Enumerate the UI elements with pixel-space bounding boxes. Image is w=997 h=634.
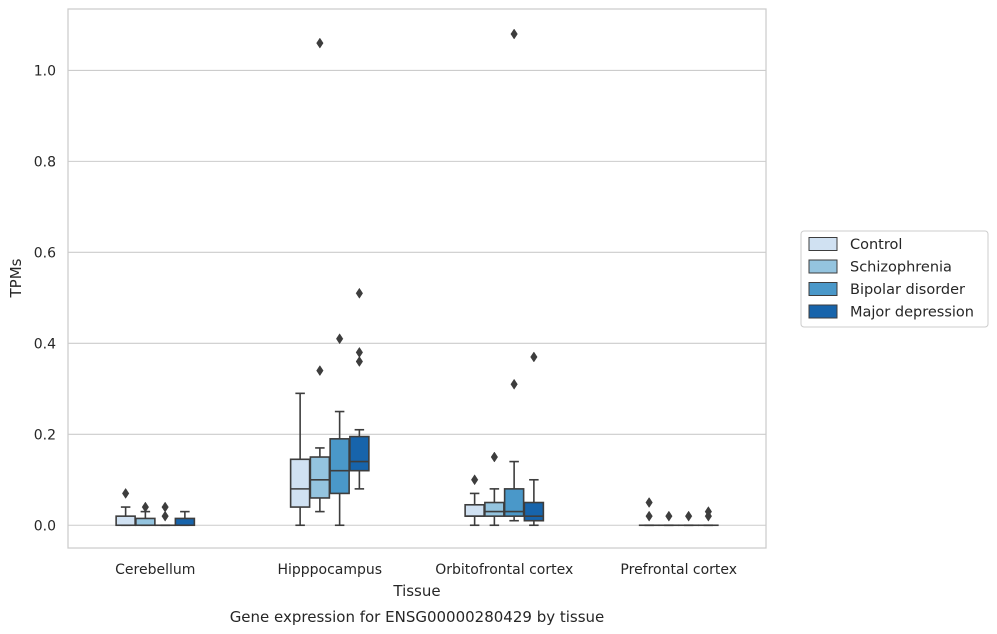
y-tick-labels: 0.0 0.2 0.4 0.6 0.8 1.0 — [34, 63, 56, 534]
y-tick-label: 0.2 — [34, 427, 56, 443]
box — [678, 510, 699, 527]
box — [115, 487, 136, 527]
series-major-depression — [174, 287, 719, 527]
legend-swatch — [808, 304, 838, 319]
outlier-point — [161, 501, 169, 513]
box — [638, 497, 660, 527]
series-control — [115, 392, 660, 527]
y-tick-label: 0.4 — [34, 336, 56, 352]
box — [135, 501, 156, 527]
legend-swatch — [808, 259, 838, 274]
series-schizophrenia — [135, 37, 680, 527]
box-body — [349, 435, 370, 472]
box — [698, 506, 719, 527]
outlier-point — [510, 28, 518, 40]
x-tick-labels: Cerebellum Hipppocampus Orbitofrontal cort… — [115, 562, 737, 578]
box — [484, 451, 505, 527]
outlier-point — [471, 474, 479, 486]
y-axis-label: TPMs — [7, 258, 25, 298]
gridlines — [68, 69, 766, 526]
y-tick-label: 0.0 — [34, 518, 56, 534]
box — [309, 37, 331, 513]
y-tick-label: 0.8 — [34, 154, 56, 170]
chart-caption: Gene expression for ENSG00000280429 by t… — [230, 608, 605, 626]
legend-swatch — [808, 237, 838, 251]
outlier-point — [704, 506, 712, 518]
outlier-point — [316, 365, 324, 377]
legend-frame — [800, 230, 989, 328]
outlier-point — [355, 287, 363, 299]
box-body — [135, 517, 156, 527]
box-body — [289, 458, 311, 508]
box-body — [329, 438, 350, 495]
box — [329, 333, 350, 527]
outlier-point — [510, 378, 518, 390]
outlier-point — [355, 356, 363, 367]
outlier-point — [161, 510, 169, 522]
box — [289, 392, 311, 527]
y-tick-label: 0.6 — [34, 245, 56, 261]
legend-label: Schizophrenia — [850, 260, 952, 276]
box — [523, 351, 545, 527]
box-body — [309, 456, 331, 499]
legend-label: Bipolar disorder — [850, 282, 965, 298]
box-body — [115, 515, 136, 527]
box-series — [115, 28, 719, 527]
series-bipolar-disorder — [154, 28, 699, 527]
box-body — [174, 517, 196, 527]
x-axis-label: Tissue — [392, 582, 440, 600]
box — [658, 510, 680, 527]
box — [154, 501, 176, 527]
box-body — [484, 501, 505, 517]
outlier-point — [141, 501, 149, 513]
outlier-point — [490, 451, 498, 463]
x-tick-label: Orbitofrontal cortex — [435, 562, 573, 578]
legend-label: Major depression — [850, 305, 974, 321]
outlier-point — [316, 37, 324, 49]
y-tick-label: 1.0 — [34, 63, 56, 79]
x-tick-label: Prefrontal cortex — [620, 562, 737, 578]
box — [174, 510, 196, 527]
legend-label: Control — [850, 237, 902, 253]
outlier-point — [530, 351, 538, 363]
outlier-point — [336, 333, 344, 345]
outlier-point — [665, 510, 673, 522]
box — [464, 474, 485, 527]
outlier-point — [685, 510, 693, 522]
legend: Control Schizophrenia Bipolar disorder Majo… — [800, 230, 989, 328]
outlier-point — [355, 346, 363, 358]
box — [349, 287, 370, 490]
outlier-point — [122, 487, 130, 499]
box-body — [464, 503, 485, 517]
outlier-point — [645, 497, 653, 508]
box — [503, 28, 525, 522]
plot-frame — [67, 8, 767, 549]
x-tick-label: Hipppocampus — [277, 562, 382, 578]
outlier-point — [645, 510, 653, 522]
x-tick-label: Cerebellum — [115, 562, 195, 578]
box-body — [523, 501, 545, 522]
legend-swatch — [808, 282, 838, 296]
